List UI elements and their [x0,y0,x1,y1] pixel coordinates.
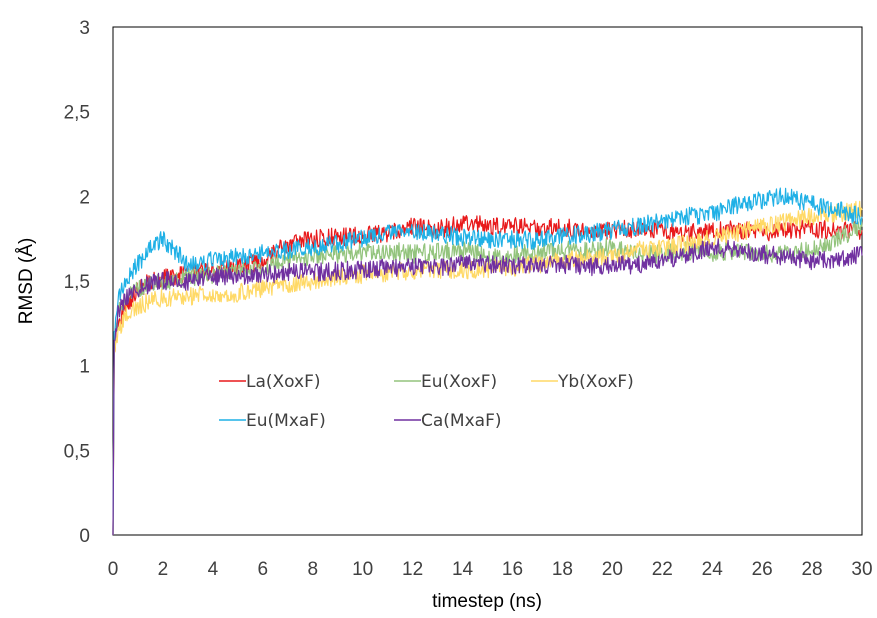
legend: La(XoxF) Eu(XoxF) Yb(XoxF) Eu(MxaF) Ca(MxaF) [219,372,634,431]
x-tick-label: 30 [851,559,872,580]
series-layer [112,187,863,536]
x-tick-label: 24 [702,559,724,580]
y-tick-label: 0 [79,526,90,547]
y-tick-label: 1 [79,357,90,378]
y-tick-label: 2 [79,187,90,208]
x-tick-label: 10 [352,559,373,580]
y-tick-label: 0,5 [64,441,90,462]
x-tick-label: 12 [402,559,423,580]
legend-label-4: Ca(MxaF) [421,411,501,431]
x-tick-label: 14 [452,559,474,580]
x-tick-label: 4 [208,559,219,580]
x-tick-label: 20 [602,559,623,580]
legend-label-2: Yb(XoxF) [557,372,634,392]
y-tick-labels: 0 0,5 1 1,5 2 2,5 3 [64,18,90,547]
x-tick-label: 22 [652,559,673,580]
legend-label-1: Eu(XoxF) [421,372,497,392]
y-tick-label: 2,5 [64,103,90,124]
x-tick-label: 28 [801,559,822,580]
y-tick-label: 3 [79,18,90,39]
y-axis-title: RMSD (Å) [16,238,37,325]
series-line-4 [112,238,863,536]
x-tick-label: 6 [258,559,269,580]
plot-area-frame [112,26,863,536]
x-tick-label: 8 [307,559,318,580]
x-tick-label: 0 [108,559,119,580]
series-line-3 [112,187,863,536]
legend-label-0: La(XoxF) [246,372,321,392]
x-tick-label: 16 [502,559,523,580]
series-line-2 [112,200,863,536]
x-axis-title: timestep (ns) [432,591,542,612]
x-tick-labels: 0 2 4 6 8 10 12 14 16 18 20 22 24 26 28 30 [108,559,873,580]
x-tick-label: 18 [552,559,573,580]
y-tick-label: 1,5 [64,272,90,293]
x-tick-label: 26 [752,559,773,580]
x-tick-label: 2 [158,559,169,580]
legend-label-3: Eu(MxaF) [246,411,326,431]
